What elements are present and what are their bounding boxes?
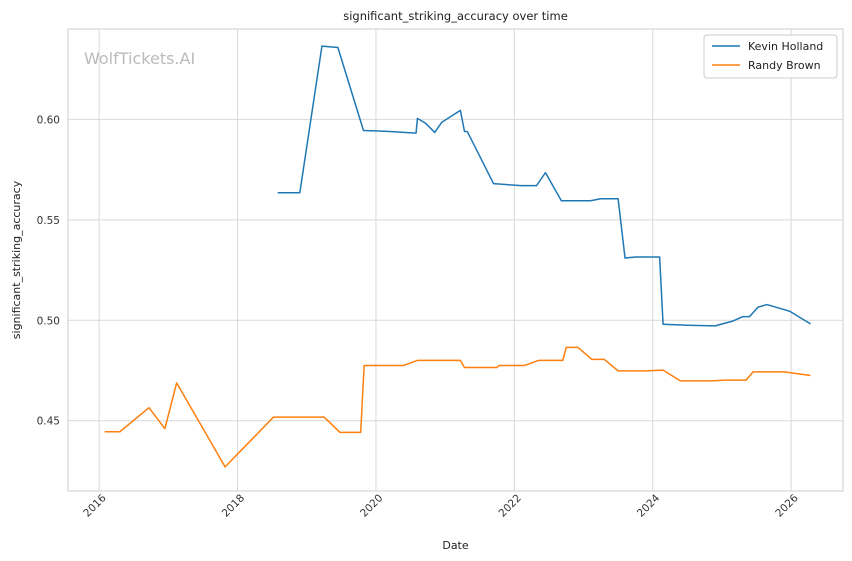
y-tick-label: 0.45 bbox=[37, 416, 60, 428]
series-layer bbox=[104, 45, 811, 468]
y-tick-label: 0.55 bbox=[37, 215, 60, 227]
chart-title: significant_striking_accuracy over time bbox=[343, 9, 568, 23]
y-tick-label: 0.60 bbox=[37, 114, 60, 126]
y-tick-labels: 0.45 0.50 0.55 0.60 bbox=[37, 114, 60, 427]
x-axis-label: Date bbox=[442, 539, 469, 552]
plot-background bbox=[67, 28, 844, 492]
y-axis-label: significant_striking_accuracy bbox=[10, 180, 23, 339]
x-tick-label: 2026 bbox=[773, 492, 801, 520]
legend-label-kevin-holland: Kevin Holland bbox=[748, 40, 823, 53]
y-tick-label: 0.50 bbox=[37, 315, 60, 327]
x-tick-label: 2020 bbox=[358, 492, 385, 519]
watermark: WolfTickets.AI bbox=[84, 49, 195, 68]
series-line-randy-brown bbox=[104, 346, 811, 468]
x-tick-label: 2018 bbox=[220, 492, 247, 519]
legend-label-randy-brown: Randy Brown bbox=[748, 59, 821, 72]
series-line-kevin-holland bbox=[277, 45, 811, 327]
legend: Kevin Holland Randy Brown bbox=[703, 34, 838, 79]
x-tick-label: 2016 bbox=[81, 492, 109, 520]
x-tick-label: 2022 bbox=[497, 492, 524, 519]
x-tick-labels: 2016 2018 2020 2022 2024 2026 bbox=[81, 492, 801, 520]
grid-lines bbox=[68, 29, 843, 491]
x-tick-label: 2024 bbox=[635, 492, 663, 520]
